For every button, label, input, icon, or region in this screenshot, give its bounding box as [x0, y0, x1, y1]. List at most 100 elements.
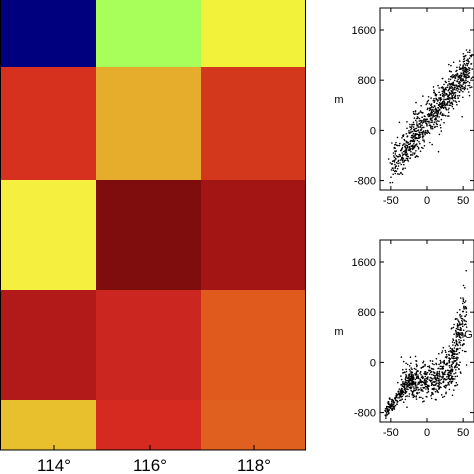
scatter-point [426, 102, 428, 104]
heatmap-cell [201, 180, 306, 290]
scatter-point [438, 104, 440, 106]
scatter-point [460, 72, 462, 74]
scatter-point [453, 347, 456, 349]
scatter-point [448, 345, 451, 347]
scatter-point [455, 330, 457, 333]
scatter-point [423, 121, 425, 123]
scatter-point [439, 368, 442, 370]
scatter-point [414, 119, 417, 122]
scatter-point [455, 74, 457, 76]
scatter-point [390, 176, 392, 178]
scatter-point [452, 350, 454, 353]
heatmap-cell [0, 180, 96, 290]
scatter-point [417, 126, 420, 128]
scatter-point [422, 366, 424, 368]
scatter-point [459, 316, 462, 318]
scatter-point [448, 388, 451, 391]
scatter-point [467, 59, 469, 62]
scatter-point [419, 110, 422, 112]
scatter-point [464, 82, 466, 85]
scatter-point [422, 111, 424, 114]
x-axis-label: mG [455, 329, 473, 341]
scatter-point [406, 406, 408, 409]
scatter-point [438, 363, 440, 366]
scatter-point [394, 147, 396, 149]
scatter-point [414, 378, 417, 381]
scatter-point [401, 392, 404, 395]
scatter-point [415, 101, 417, 104]
scatter-point [408, 373, 411, 376]
scatter-point [458, 339, 460, 341]
scatter-point [413, 145, 416, 147]
scatter-point [434, 374, 437, 377]
scatter-point [412, 112, 415, 115]
scatter-point [416, 121, 418, 123]
scatter-point [394, 143, 397, 146]
scatter-point [440, 376, 443, 378]
scatter-point [400, 388, 403, 391]
scatter-point [410, 131, 412, 133]
scatter-point [419, 150, 422, 153]
scatter-point [413, 146, 416, 148]
scatter-point [465, 71, 467, 73]
scatter-point [420, 367, 423, 369]
scatter-point [414, 381, 417, 384]
scatter-point [410, 147, 412, 150]
scatter-point [434, 92, 437, 95]
scatter-point [409, 356, 412, 359]
scatter-point [448, 380, 451, 383]
scatter-point [457, 319, 459, 321]
scatter-point [427, 96, 430, 98]
scatter-point [450, 70, 453, 73]
scatter-point [465, 314, 468, 316]
scatter-point [446, 86, 449, 88]
scatter-point [448, 376, 450, 378]
scatter-point [458, 321, 460, 323]
scatter-point [439, 365, 442, 368]
scatter-point [408, 132, 410, 134]
scatter-point [431, 368, 434, 370]
scatter-point [412, 121, 415, 124]
scatter-point [396, 173, 399, 175]
scatter-point [447, 100, 449, 103]
scatter-point [386, 405, 388, 408]
scatter-point [432, 110, 435, 112]
scatter-point [433, 91, 436, 93]
scatter-point [443, 360, 445, 363]
scatter-point [465, 54, 467, 57]
scatter-point [467, 91, 470, 93]
scatter-point [459, 314, 461, 316]
scatter-point [453, 373, 455, 375]
scatter-point [426, 378, 429, 380]
scatter-point [413, 140, 416, 143]
scatter-point [462, 78, 464, 80]
scatter-point [436, 123, 439, 126]
scatter-point [451, 375, 453, 378]
scatter-point [459, 337, 462, 339]
scatter-point [416, 123, 418, 125]
scatter-point [402, 150, 405, 153]
scatter-point [417, 147, 420, 149]
scatter-point [450, 104, 452, 107]
scatter-point [460, 315, 463, 317]
scatter-point [445, 363, 447, 366]
scatter-point [412, 110, 415, 113]
scatter-point [452, 326, 455, 329]
scatter-point [456, 366, 458, 369]
scatter-point [451, 83, 454, 85]
scatter-point [433, 121, 436, 123]
scatter-point [432, 374, 435, 377]
scatter-point [398, 144, 401, 147]
scatter-point [402, 135, 405, 137]
scatter-point [465, 269, 468, 272]
scatter-point [397, 397, 399, 399]
scatter-point [416, 117, 418, 120]
scatter-point [447, 95, 449, 97]
scatter-point [400, 157, 403, 159]
scatter-point [389, 162, 392, 164]
scatter-point [422, 377, 424, 379]
scatter-point [387, 410, 390, 413]
scatter-point [438, 91, 440, 94]
scatter-point [431, 108, 433, 111]
scatter-point [434, 390, 437, 393]
